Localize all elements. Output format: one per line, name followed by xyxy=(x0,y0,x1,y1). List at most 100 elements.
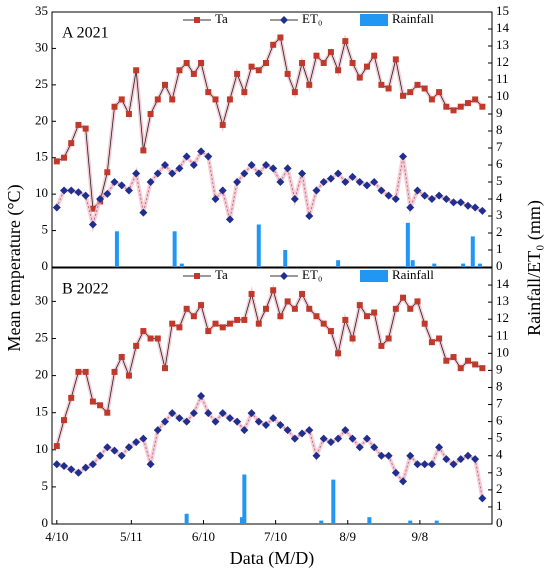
legend-label: ET₀ xyxy=(302,267,322,282)
et0-marker xyxy=(103,443,112,452)
ta-marker xyxy=(457,103,464,110)
et0-marker xyxy=(124,443,133,452)
ta-marker xyxy=(363,63,370,70)
et0-marker xyxy=(319,434,328,443)
ta-marker xyxy=(291,305,298,312)
plot-frame xyxy=(51,11,493,268)
et0-marker xyxy=(276,421,285,430)
y2-tick-label: 0 xyxy=(496,515,503,530)
et0-marker xyxy=(471,203,480,212)
et0-marker xyxy=(81,463,90,472)
ta-marker xyxy=(363,313,370,320)
ta-marker xyxy=(89,205,96,212)
et0-marker xyxy=(326,438,335,447)
et0-marker xyxy=(341,426,350,435)
et0-marker xyxy=(471,455,480,464)
et0-marker xyxy=(391,195,400,203)
et0-marker xyxy=(182,152,191,161)
ta-marker xyxy=(248,63,255,70)
et0-marker xyxy=(96,195,105,203)
rainfall-bar xyxy=(461,263,466,267)
ta-marker xyxy=(392,56,399,63)
et0-marker xyxy=(305,426,314,435)
legend-label: Ta xyxy=(215,267,228,282)
y2-tick-label: 7 xyxy=(496,139,503,154)
x-axis-label: Data (M/D) xyxy=(230,548,314,569)
x-tick-label: 6/10 xyxy=(192,529,215,544)
ta-marker xyxy=(162,365,169,372)
ta-marker xyxy=(414,298,421,305)
ta-marker xyxy=(241,316,248,323)
y2-tick-label: 0 xyxy=(496,258,503,273)
ta-marker xyxy=(284,298,291,305)
et0-marker xyxy=(189,161,198,169)
ta-marker xyxy=(212,320,219,327)
y2-tick-label: 4 xyxy=(496,190,503,205)
et0-marker xyxy=(161,417,170,426)
et0-marker xyxy=(146,178,155,186)
ta-marker xyxy=(125,111,132,117)
y-tick-label: 30 xyxy=(35,292,48,307)
y-tick-label: 10 xyxy=(35,441,48,456)
ta-marker xyxy=(428,339,435,346)
ta-marker xyxy=(335,350,342,357)
et0-marker xyxy=(391,468,400,477)
ta-marker xyxy=(61,154,68,161)
ta-marker xyxy=(75,368,82,375)
ta-marker xyxy=(335,67,342,74)
rainfall-bar xyxy=(331,479,336,524)
ta-marker xyxy=(356,74,363,81)
ta-marker xyxy=(111,368,118,375)
et0-marker xyxy=(290,195,299,203)
legend-label: Rainfall xyxy=(392,11,434,26)
rainfall-bar xyxy=(283,250,288,267)
rainfall-bar xyxy=(114,231,119,267)
ta-marker xyxy=(299,290,306,297)
ta-marker xyxy=(82,368,89,375)
y2-tick-label: 9 xyxy=(496,361,503,376)
y-tick-label: 30 xyxy=(35,39,48,54)
et0-marker xyxy=(456,198,465,207)
ta-marker xyxy=(190,70,197,77)
et0-marker xyxy=(110,178,119,186)
legend-swatch xyxy=(360,270,388,282)
ta-marker xyxy=(53,443,60,450)
ta-marker xyxy=(464,357,471,364)
et0-marker xyxy=(81,191,90,200)
y-tick-label: 35 xyxy=(35,3,48,18)
ta-marker xyxy=(385,85,392,92)
y2-tick-label: 3 xyxy=(496,464,503,479)
et0-marker xyxy=(261,421,270,430)
et0-marker xyxy=(298,429,307,438)
et0-marker xyxy=(182,417,191,426)
et0-marker xyxy=(132,438,141,447)
et0-marker xyxy=(225,215,234,224)
ta-marker xyxy=(342,316,349,323)
y-tick-label: 0 xyxy=(42,258,49,273)
ta-marker xyxy=(291,89,298,96)
et0-marker xyxy=(413,186,422,195)
et0-marker xyxy=(420,191,429,200)
ta-marker xyxy=(198,302,205,309)
panel-title: B 2022 xyxy=(62,281,109,298)
rainfall-bar xyxy=(408,520,413,524)
et0-marker xyxy=(168,169,177,178)
ta-marker xyxy=(313,313,320,320)
et0-marker xyxy=(362,181,371,190)
et0-marker xyxy=(67,465,76,474)
ta-marker xyxy=(176,324,183,331)
ta-marker xyxy=(378,342,385,349)
ta-marker xyxy=(194,273,200,279)
ta-marker xyxy=(162,81,169,88)
ta-marker xyxy=(436,335,443,342)
et0-marker xyxy=(435,191,444,200)
ta-marker xyxy=(68,140,75,147)
et0-marker xyxy=(67,186,76,195)
ta-marker xyxy=(421,320,428,327)
y-tick-label: 25 xyxy=(35,329,48,344)
et0-marker xyxy=(377,186,386,195)
ta-marker xyxy=(212,96,219,103)
et0-marker xyxy=(211,195,220,203)
ta-marker xyxy=(97,402,104,409)
y2-tick-label: 1 xyxy=(496,241,503,256)
